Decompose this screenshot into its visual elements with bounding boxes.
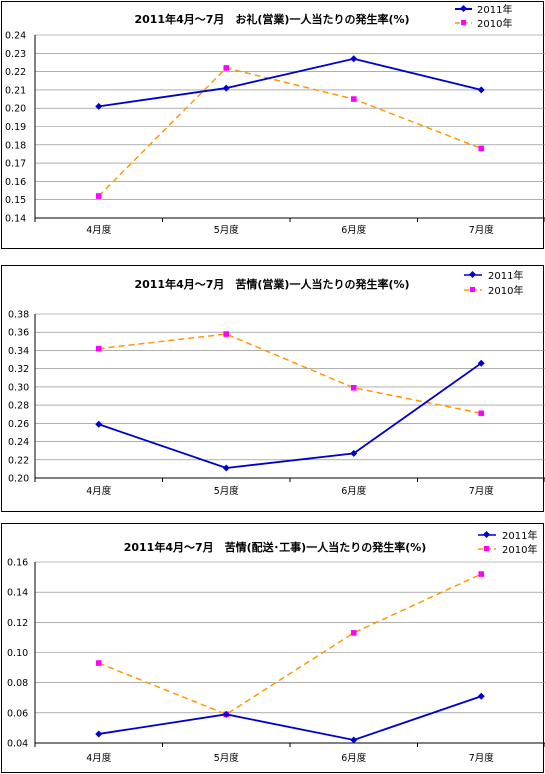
data-point-2010 [478, 145, 485, 152]
legend: 2011年 2010年 [455, 3, 512, 30]
data-point-2011 [95, 730, 103, 738]
y-tick-label: 0.14 [5, 214, 26, 225]
series-line-2010 [98, 67, 482, 197]
y-tick-label: 0.17 [5, 159, 26, 170]
y-tick-label: 0.38 [8, 310, 29, 321]
x-tick-label: 5月度 [214, 752, 240, 764]
chart-panel-1: 2011年4月～7月 お礼(営業)一人当たりの発生率(%) 2011年 2010… [1, 1, 545, 249]
y-tick-label: 0.24 [5, 31, 26, 42]
legend-label-2011: 2011年 [488, 269, 523, 282]
data-point-2011 [222, 84, 230, 92]
y-tick-label: 0.06 [7, 708, 28, 719]
data-point-2010 [350, 96, 357, 102]
series-line-2010 [98, 573, 482, 716]
plot-area [34, 34, 545, 222]
y-tick-label: 0.30 [8, 382, 29, 393]
chart-svg-3: 2011年4月～7月 苦情(配送･工事)一人当たりの発生率(%) 2011年 2… [7, 529, 545, 764]
y-tick-label: 0.08 [7, 678, 28, 689]
series-line-2011 [98, 57, 482, 108]
data-point-2011 [350, 449, 358, 457]
y-tick-label: 0.10 [7, 648, 28, 659]
x-tick-label: 5月度 [214, 224, 240, 236]
x-tick-label: 7月度 [469, 485, 495, 497]
y-tick-label: 0.20 [5, 104, 26, 115]
y-tick-label: 0.22 [8, 455, 29, 466]
series-line-2011 [98, 362, 482, 469]
x-tick-label: 5月度 [214, 485, 240, 497]
data-point-2010 [478, 410, 485, 417]
data-point-2010 [350, 630, 357, 636]
y-tick-label: 0.23 [5, 49, 26, 60]
x-tick-label: 7月度 [469, 224, 495, 236]
data-point-2011 [477, 86, 485, 94]
data-point-2010 [478, 571, 485, 577]
y-tick-label: 0.20 [8, 474, 29, 485]
x-tick-label: 6月度 [341, 224, 367, 236]
chart-svg-2: 2011年4月～7月 苦情(営業)一人当たりの発生率(%) 2011年 2010… [8, 269, 545, 497]
y-tick-label: 0.24 [8, 437, 29, 448]
x-tick-label: 7月度 [469, 752, 495, 764]
legend-label-2010: 2010年 [488, 284, 523, 297]
data-point-2010 [95, 660, 102, 666]
legend: 2011年 2010年 [464, 269, 523, 297]
x-tick-label: 4月度 [86, 752, 112, 764]
y-tick-label: 0.12 [7, 618, 28, 629]
series-line-2010 [98, 333, 482, 415]
chart-panel-2: 2011年4月～7月 苦情(営業)一人当たりの発生率(%) 2011年 2010… [1, 265, 545, 512]
chart-title: 2011年4月～7月 苦情(配送･工事)一人当たりの発生率(%) [124, 540, 427, 554]
data-point-2011 [477, 692, 485, 700]
legend-marker-2010 [470, 287, 475, 292]
legend-label-2011: 2011年 [477, 3, 512, 16]
y-tick-label: 0.32 [8, 364, 29, 375]
legend-marker-2010 [461, 20, 466, 25]
legend-marker-2011 [459, 4, 468, 13]
y-tick-label: 0.18 [5, 140, 26, 151]
data-point-2011 [95, 420, 103, 428]
y-tick-label: 0.22 [5, 67, 26, 78]
data-point-2011 [477, 359, 485, 367]
x-tick-label: 6月度 [341, 485, 367, 497]
data-point-2011 [95, 102, 103, 110]
data-point-2010 [95, 193, 102, 199]
data-point-2010 [223, 331, 230, 337]
y-tick-label: 0.04 [7, 739, 28, 750]
chart-panel-3: 2011年4月～7月 苦情(配送･工事)一人当たりの発生率(%) 2011年 2… [1, 523, 545, 773]
chart-title: 2011年4月～7月 苦情(営業)一人当たりの発生率(%) [134, 277, 409, 291]
data-point-2010 [223, 65, 230, 71]
y-tick-label: 0.19 [5, 122, 26, 133]
y-tick-label: 0.15 [5, 195, 26, 206]
legend-label-2011: 2011年 [502, 529, 537, 542]
y-tick-label: 0.16 [7, 558, 28, 569]
legend: 2011年 2010年 [478, 529, 537, 556]
data-point-2011 [350, 55, 358, 63]
chart-title: 2011年4月～7月 お礼(営業)一人当たりの発生率(%) [134, 12, 409, 26]
legend-marker-2011 [468, 270, 477, 279]
x-tick-label: 6月度 [341, 752, 367, 764]
plot-area [34, 561, 545, 747]
data-point-2010 [95, 345, 102, 352]
y-tick-label: 0.14 [7, 588, 28, 599]
y-tick-label: 0.26 [8, 419, 29, 430]
y-tick-label: 0.21 [5, 85, 26, 96]
legend-marker-2011 [482, 530, 491, 539]
series-line-2011 [98, 695, 482, 741]
legend-marker-2010 [484, 546, 489, 551]
legend-label-2010: 2010年 [477, 17, 512, 30]
legend-label-2010: 2010年 [502, 543, 537, 556]
chart-svg-1: 2011年4月～7月 お礼(営業)一人当たりの発生率(%) 2011年 2010… [5, 3, 545, 236]
data-point-2011 [222, 464, 230, 472]
data-point-2011 [350, 736, 358, 744]
x-tick-label: 4月度 [86, 224, 112, 236]
y-tick-label: 0.34 [8, 346, 29, 357]
y-tick-label: 0.36 [8, 328, 29, 339]
plot-area [34, 313, 545, 482]
y-tick-label: 0.16 [5, 177, 26, 188]
data-point-2011 [222, 710, 230, 718]
data-point-2010 [350, 385, 357, 391]
y-tick-label: 0.28 [8, 401, 29, 412]
x-tick-label: 4月度 [86, 485, 112, 497]
